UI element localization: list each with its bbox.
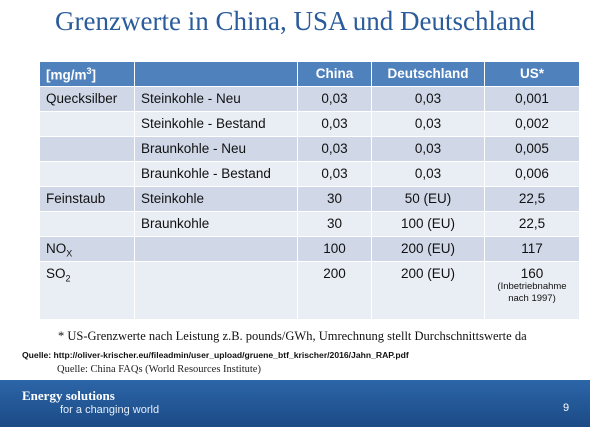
table-cell: Braunkohle (135, 212, 298, 237)
source: Quelle: http://oliver-krischer.eu/filead… (22, 350, 409, 360)
table-cell: Steinkohle - Bestand (135, 112, 298, 137)
table-cell: 200 (298, 262, 372, 320)
header-cell: US* (485, 62, 580, 87)
table-cell (40, 212, 135, 237)
table-cell: 0,03 (298, 137, 372, 162)
header-cell: Deutschland (372, 62, 485, 87)
table-cell: Braunkohle - Neu (135, 137, 298, 162)
table-cell (135, 262, 298, 320)
table-cell (135, 237, 298, 262)
table-cell: 0,03 (372, 112, 485, 137)
table-cell: 30 (298, 212, 372, 237)
table-cell (40, 162, 135, 187)
table-cell: 0,006 (485, 162, 580, 187)
table-cell: 100 (EU) (372, 212, 485, 237)
page-number: 9 (563, 402, 570, 414)
cell-text: SO (46, 266, 66, 281)
title: Grenzwerte in China, USA und Deutschland (55, 6, 535, 36)
table-cell: Feinstaub (40, 187, 135, 212)
table-cell: 0,002 (485, 112, 580, 137)
table-cell (40, 137, 135, 162)
header-cell: China (298, 62, 372, 87)
cell-text: NO (46, 241, 67, 256)
table-cell: 22,5 (485, 212, 580, 237)
table-cell: 0,03 (298, 87, 372, 112)
table-cell (40, 112, 135, 137)
table-cell: SO2 (40, 262, 135, 320)
table-cell: 30 (298, 187, 372, 212)
table-cell: NOX (40, 237, 135, 262)
superscript: 3 (86, 66, 92, 76)
footer-band (0, 380, 590, 427)
cell-text: ] (91, 67, 97, 83)
table-cell: 0,03 (298, 162, 372, 187)
table-cell: 117 (485, 237, 580, 262)
subscript: 2 (65, 273, 71, 284)
table-cell: 0,03 (372, 137, 485, 162)
table-cell: 200 (EU) (372, 262, 485, 320)
table-cell: 0,001 (485, 87, 580, 112)
cell-text: 160 (520, 266, 544, 281)
table-cell: 0,03 (372, 162, 485, 187)
table-cell: Steinkohle - Neu (135, 87, 298, 112)
table-cell: 0,005 (485, 137, 580, 162)
footer-text: for a changing world (60, 404, 160, 416)
cell-note: (Inbetriebnahme (497, 281, 567, 292)
footer-text: Energy solutions (22, 388, 115, 403)
table-cell: 22,5 (485, 187, 580, 212)
header-cell (135, 62, 298, 87)
source: Quelle: China FAQs (World Resources Inst… (57, 364, 261, 375)
table-cell: 160 (Inbetriebnahme nach 1997) (485, 262, 580, 320)
cell-note: nach 1997) (508, 293, 556, 304)
table-cell: Quecksilber (40, 87, 135, 112)
cell-text: [mg/m (46, 67, 87, 83)
header-cell: [mg/m3] (40, 62, 135, 87)
table-cell: 200 (EU) (372, 237, 485, 262)
subscript: X (66, 248, 73, 259)
table-cell: 0,03 (372, 87, 485, 112)
table-cell: 0,03 (298, 112, 372, 137)
table-cell: 100 (298, 237, 372, 262)
table-cell: 50 (EU) (372, 187, 485, 212)
table-cell: Steinkohle (135, 187, 298, 212)
table-cell: Braunkohle - Bestand (135, 162, 298, 187)
footnote: * US-Grenzwerte nach Leistung z.B. pound… (58, 329, 527, 343)
